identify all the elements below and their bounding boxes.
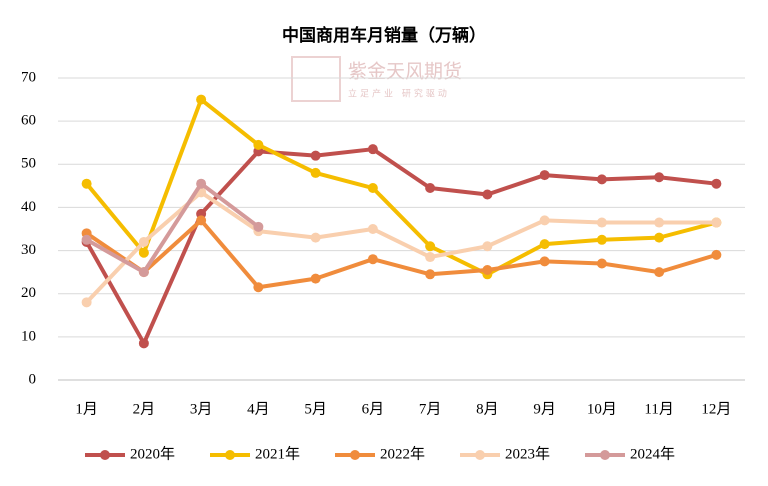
legend-label: 2022年 xyxy=(380,445,425,462)
x-tick-label: 6月 xyxy=(362,401,385,417)
series-line xyxy=(85,218,717,290)
point xyxy=(310,273,321,284)
point xyxy=(654,267,665,278)
legend-marker xyxy=(475,450,485,460)
point xyxy=(310,167,321,178)
point xyxy=(367,144,378,155)
y-tick-label: 20 xyxy=(21,285,36,301)
point xyxy=(654,232,665,243)
y-tick-label: 50 xyxy=(21,156,36,172)
point xyxy=(596,174,607,185)
point xyxy=(138,236,149,247)
x-tick-label: 5月 xyxy=(304,401,327,417)
point xyxy=(253,139,264,150)
point xyxy=(711,178,722,189)
point xyxy=(196,178,207,189)
point xyxy=(711,217,722,228)
point xyxy=(196,215,207,226)
y-tick-label: 60 xyxy=(21,113,36,129)
x-tick-label: 8月 xyxy=(476,401,499,417)
x-tick-label: 2月 xyxy=(133,401,156,417)
x-tick-label: 11月 xyxy=(644,401,673,417)
point xyxy=(654,172,665,183)
point xyxy=(367,224,378,234)
legend-marker xyxy=(100,450,110,460)
point xyxy=(482,189,493,200)
point xyxy=(539,256,550,267)
x-tick-label: 3月 xyxy=(190,401,213,417)
point xyxy=(539,239,550,250)
series-line xyxy=(85,181,260,275)
point xyxy=(539,170,550,181)
point xyxy=(138,247,149,258)
point xyxy=(138,267,149,278)
legend-label: 2020年 xyxy=(130,445,175,462)
x-tick-label: 7月 xyxy=(419,401,442,417)
point xyxy=(425,183,436,194)
point xyxy=(482,264,493,275)
point xyxy=(81,234,92,245)
point xyxy=(711,249,722,260)
y-tick-label: 70 xyxy=(21,69,36,85)
watermark-logo xyxy=(291,56,341,102)
point xyxy=(196,94,207,105)
legend-label: 2021年 xyxy=(255,445,300,462)
point xyxy=(81,297,92,308)
y-tick-label: 10 xyxy=(21,328,36,344)
point xyxy=(367,254,378,265)
point xyxy=(539,215,550,226)
x-tick-label: 4月 xyxy=(247,401,270,417)
x-tick-label: 12月 xyxy=(701,401,731,417)
legend-marker xyxy=(600,450,610,460)
chart-title: 中国商用车月销量（万辆） xyxy=(282,25,486,46)
point xyxy=(482,241,493,252)
point xyxy=(138,338,149,349)
legend-label: 2024年 xyxy=(630,445,675,462)
point xyxy=(596,258,607,269)
point xyxy=(310,232,321,243)
y-tick-label: 0 xyxy=(29,371,37,387)
series-line xyxy=(84,147,717,346)
legend-marker xyxy=(350,450,360,460)
x-tick-label: 10月 xyxy=(587,401,617,417)
point xyxy=(253,282,264,293)
point xyxy=(81,178,92,189)
point xyxy=(253,221,264,232)
point xyxy=(425,269,436,280)
point xyxy=(425,252,436,263)
watermark-name: 紫金天风期货 xyxy=(348,61,462,83)
legend-marker xyxy=(225,450,235,460)
legend-label: 2023年 xyxy=(505,445,550,462)
y-tick-label: 30 xyxy=(21,242,36,258)
point xyxy=(310,150,321,161)
x-tick-label: 9月 xyxy=(533,401,556,417)
point xyxy=(654,217,665,228)
point xyxy=(425,241,436,252)
x-tick-label: 1月 xyxy=(75,401,98,417)
y-tick-label: 40 xyxy=(21,199,36,215)
series-line xyxy=(85,190,717,304)
watermark-slogan: 立足产业 研究驱动 xyxy=(348,88,450,100)
point xyxy=(367,183,378,194)
point xyxy=(596,217,607,228)
series-line xyxy=(85,97,717,277)
point xyxy=(596,234,607,245)
